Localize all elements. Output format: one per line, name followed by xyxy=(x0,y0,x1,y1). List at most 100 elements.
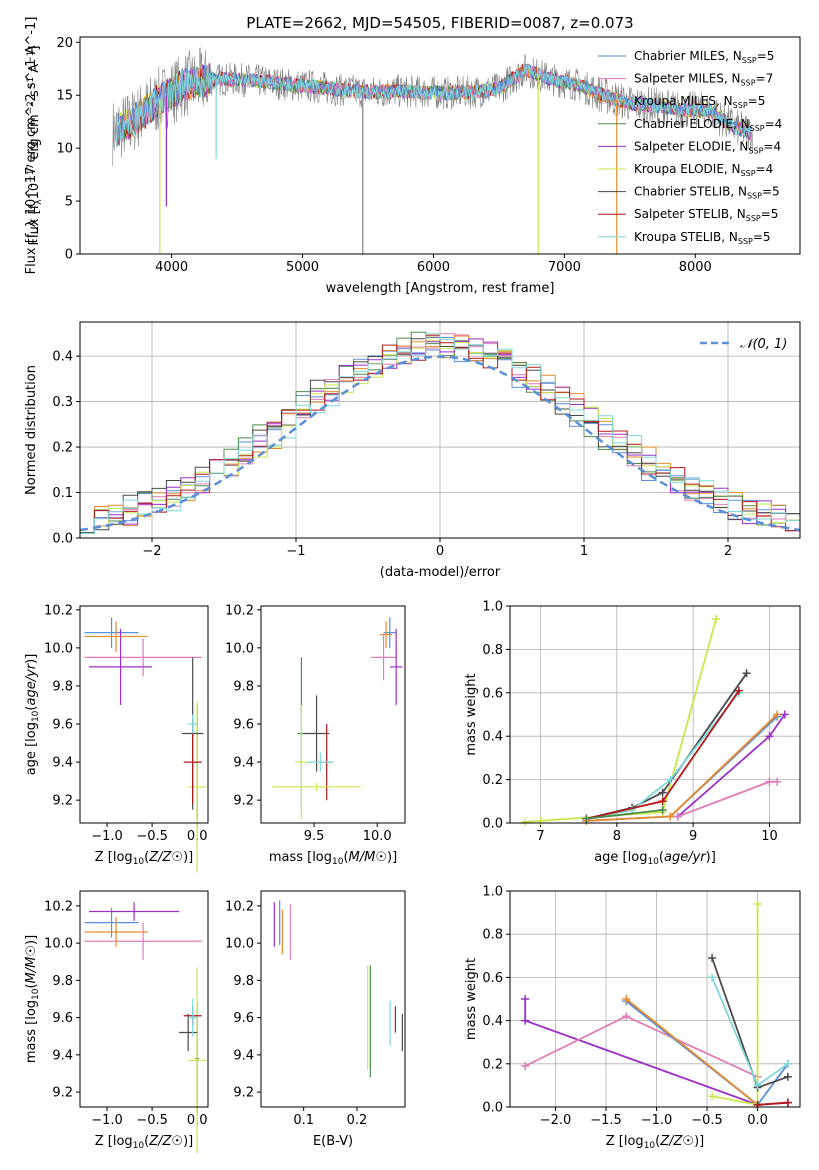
legend-label: Salpeter MILES, NSSP=7 xyxy=(634,72,773,88)
x-tick-label: −2 xyxy=(142,544,161,559)
x-tick-label: 2 xyxy=(724,544,732,559)
legend-label: Chabrier MILES, NSSP=5 xyxy=(634,49,774,65)
series-line xyxy=(625,998,759,1106)
x-tick-label: −2.0 xyxy=(540,1113,572,1128)
model-spectrum xyxy=(116,63,752,147)
y-axis-label: mass weight xyxy=(464,958,479,1040)
data-marker xyxy=(521,1016,530,1025)
y-tick-label: 0.8 xyxy=(482,928,503,943)
legend: Chabrier MILES, NSSP=5 Salpeter MILES, NS… xyxy=(598,49,782,246)
y-tick-label: 9.6 xyxy=(233,1011,254,1026)
y-tick-label: 0.0 xyxy=(482,1101,503,1116)
series-line xyxy=(524,1015,758,1078)
data-marker xyxy=(742,669,751,678)
panel-5: 7 8 9 10 0.0 0.2 0.4 0.6 0.8 1.0 age [log10(age/yr… xyxy=(464,600,801,867)
y-tick-label: 10.0 xyxy=(44,641,73,656)
y-tick-label: 0.2 xyxy=(52,441,73,456)
x-tick-label: 10 xyxy=(761,829,778,844)
y-tick-label: 9.2 xyxy=(233,794,254,809)
data-marker xyxy=(773,710,782,719)
x-tick-label: 9.5 xyxy=(304,829,325,844)
x-tick-label: 7 xyxy=(536,829,544,844)
legend-label: Kroupa MILES, NSSP=5 xyxy=(634,94,765,110)
x-tick-label: 5000 xyxy=(286,260,319,275)
panel-7: 0.1 0.2 9.2 9.4 9.6 9.8 10.0 10.2 E(B-V) xyxy=(225,890,406,1149)
data-marker xyxy=(780,710,789,719)
y-tick-label: 9.8 xyxy=(52,974,73,989)
normal-curve xyxy=(79,355,801,532)
y-tick-label: 15 xyxy=(56,89,73,104)
data-marker xyxy=(536,816,545,825)
y-tick-label: 10.0 xyxy=(225,641,254,656)
x-tick-label: 8000 xyxy=(679,260,712,275)
data-marker xyxy=(521,1061,530,1070)
data-marker xyxy=(658,805,667,814)
x-tick-label: 10.0 xyxy=(363,829,392,844)
histogram-series xyxy=(80,334,800,534)
data-marker xyxy=(783,1072,792,1081)
y-tick-label: 0.1 xyxy=(52,486,73,501)
y-tick-label: 9.6 xyxy=(233,718,254,733)
y-tick-label: 10.2 xyxy=(225,603,254,618)
data-marker xyxy=(708,1092,717,1101)
y-tick-label: 9.2 xyxy=(52,1086,73,1101)
data-marker xyxy=(658,797,667,806)
data-marker xyxy=(712,615,721,624)
x-tick-label: −1.5 xyxy=(590,1113,622,1128)
x-axis-label: E(B-V) xyxy=(313,1134,353,1149)
x-axis-label: (data-model)/error xyxy=(380,565,501,580)
y-tick-label: 0.4 xyxy=(482,730,503,745)
data-marker xyxy=(734,686,743,695)
x-tick-label: 8 xyxy=(613,829,621,844)
y-tick-label: 10 xyxy=(56,142,73,157)
data-marker xyxy=(521,817,530,826)
legend-label: Chabrier STELIB, NSSP=5 xyxy=(634,185,780,201)
y-tick-label: 0.0 xyxy=(52,532,73,547)
data-marker xyxy=(673,812,682,821)
data-marker xyxy=(658,788,667,797)
axes-frame xyxy=(79,321,801,539)
data-marker xyxy=(753,1100,762,1109)
y-tick-label: 20 xyxy=(56,36,73,51)
figure-title: PLATE=2662, MJD=54505, FIBERID=0087, z=0… xyxy=(246,14,633,32)
series-line xyxy=(586,809,663,820)
y-tick-label: 10.2 xyxy=(44,603,73,618)
x-tick-label: 0.1 xyxy=(293,1113,314,1128)
data-spectrum xyxy=(112,47,753,167)
legend-label: Salpeter ELODIE, NSSP=4 xyxy=(634,139,781,155)
histogram-series xyxy=(80,333,800,534)
y-axis-label: age [log10(age/yr)] xyxy=(24,654,41,776)
data-marker xyxy=(666,775,675,784)
x-axis-label: Z [log10(Z/Z☉)] xyxy=(606,1134,704,1151)
axes-frame xyxy=(79,605,209,824)
x-tick-label: 9 xyxy=(689,829,697,844)
legend-label: Kroupa STELIB, NSSP=5 xyxy=(634,230,771,246)
y-tick-label: 9.8 xyxy=(52,679,73,694)
panel-2: −2 −1 0 1 2 0.0 0.1 0.2 0.3 0.4 (data-model)/error… xyxy=(24,321,801,580)
x-tick-label: −1.0 xyxy=(91,1113,123,1128)
y-tick-label: 10.2 xyxy=(44,899,73,914)
data-marker xyxy=(753,1081,762,1090)
x-axis-label: age [log10(age/yr)] xyxy=(594,850,716,867)
legend-label: Salpeter STELIB, NSSP=5 xyxy=(634,207,778,223)
data-marker xyxy=(622,1012,631,1021)
panel-8: −2.0 −1.5 −1.0 −0.5 0.0 0.0 0.2 0.4 0.6 0.8 1.0 Z [… xyxy=(464,885,801,1151)
data-marker xyxy=(773,777,782,786)
data-marker xyxy=(783,1059,792,1068)
y-tick-label: 5 xyxy=(65,195,73,210)
y-axis-label: mass [log10(M/M☉)] xyxy=(24,935,41,1063)
y-tick-label: 0.4 xyxy=(482,1014,503,1029)
x-tick-label: −0.5 xyxy=(691,1113,723,1128)
y-tick-label: 0.3 xyxy=(52,395,73,410)
data-marker xyxy=(666,812,675,821)
axes-frame xyxy=(509,605,801,824)
x-tick-label: −0.5 xyxy=(136,829,168,844)
model-spectrum xyxy=(116,62,752,147)
y-tick-label: 9.6 xyxy=(52,718,73,733)
y-tick-label: 0.2 xyxy=(482,1057,503,1072)
y-tick-label: 0.0 xyxy=(482,817,503,832)
x-tick-label: −0.5 xyxy=(136,1113,168,1128)
y-tick-label: 9.2 xyxy=(233,1086,254,1101)
y-axis-label: Flux [fλ10−17 erg cm−2 s−1 A−1] xyxy=(26,46,44,246)
